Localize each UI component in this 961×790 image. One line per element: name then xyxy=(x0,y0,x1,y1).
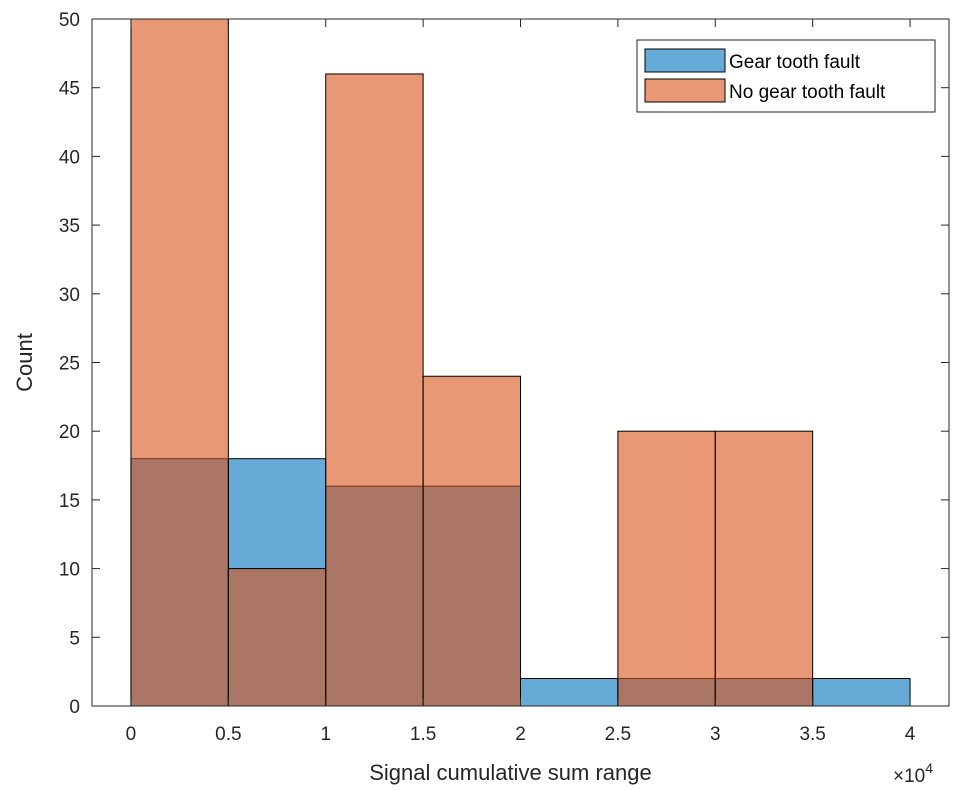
bar-no-gear-tooth-fault-bin-2 xyxy=(325,73,424,707)
x-tick-label: 2.5 xyxy=(605,724,631,745)
legend-label-gear-tooth-fault: Gear tooth fault xyxy=(729,52,861,73)
x-axis-exponent: ×104 xyxy=(893,760,933,787)
y-tick-label: 35 xyxy=(59,216,80,237)
y-tick-label: 10 xyxy=(59,560,80,581)
x-tick-label: 1 xyxy=(320,724,331,745)
legend-swatch-no-gear-tooth-fault xyxy=(644,78,726,103)
legend-label-no-gear-tooth-fault: No gear tooth fault xyxy=(729,82,886,103)
x-tick-label: 2 xyxy=(515,724,526,745)
y-axis-label: Count xyxy=(12,333,37,392)
x-tick-label: 1.5 xyxy=(410,724,436,745)
bars-layer xyxy=(130,18,911,707)
y-tick-label: 45 xyxy=(59,79,80,100)
y-tick-label: 50 xyxy=(59,10,80,31)
bar-no-gear-tooth-fault-bin-1 xyxy=(227,568,327,707)
x-axis-exponent-base: ×10 xyxy=(893,766,925,787)
bar-no-gear-tooth-fault-bin-5 xyxy=(617,430,716,707)
x-tick-label: 0.5 xyxy=(215,724,241,745)
bar-no-gear-tooth-fault-bin-6 xyxy=(714,430,814,707)
x-tick-label: 4 xyxy=(905,724,916,745)
x-tick-label: 0 xyxy=(126,724,137,745)
y-tick-label: 30 xyxy=(59,285,80,306)
y-tick-label: 40 xyxy=(59,147,80,168)
y-tick-label: 5 xyxy=(69,628,80,649)
bar-no-gear-tooth-fault-bin-0 xyxy=(130,18,229,707)
y-tick-label: 25 xyxy=(59,354,80,375)
y-tick-label: 15 xyxy=(59,491,80,512)
x-axis-exponent-power: 4 xyxy=(925,760,933,776)
bar-no-gear-tooth-fault-bin-3 xyxy=(422,375,522,707)
y-tick-label: 20 xyxy=(59,422,80,443)
x-axis-label: Signal cumulative sum range xyxy=(369,760,651,785)
bar-gear-tooth-fault-bin-7 xyxy=(812,678,911,707)
x-tick-label: 3.5 xyxy=(799,724,825,745)
y-tick-label: 0 xyxy=(69,697,80,718)
x-tick-label: 3 xyxy=(710,724,721,745)
bar-gear-tooth-fault-bin-4 xyxy=(520,678,619,707)
legend-swatch-gear-tooth-fault xyxy=(644,48,726,73)
legend: Gear tooth fault No gear tooth fault xyxy=(636,39,936,113)
